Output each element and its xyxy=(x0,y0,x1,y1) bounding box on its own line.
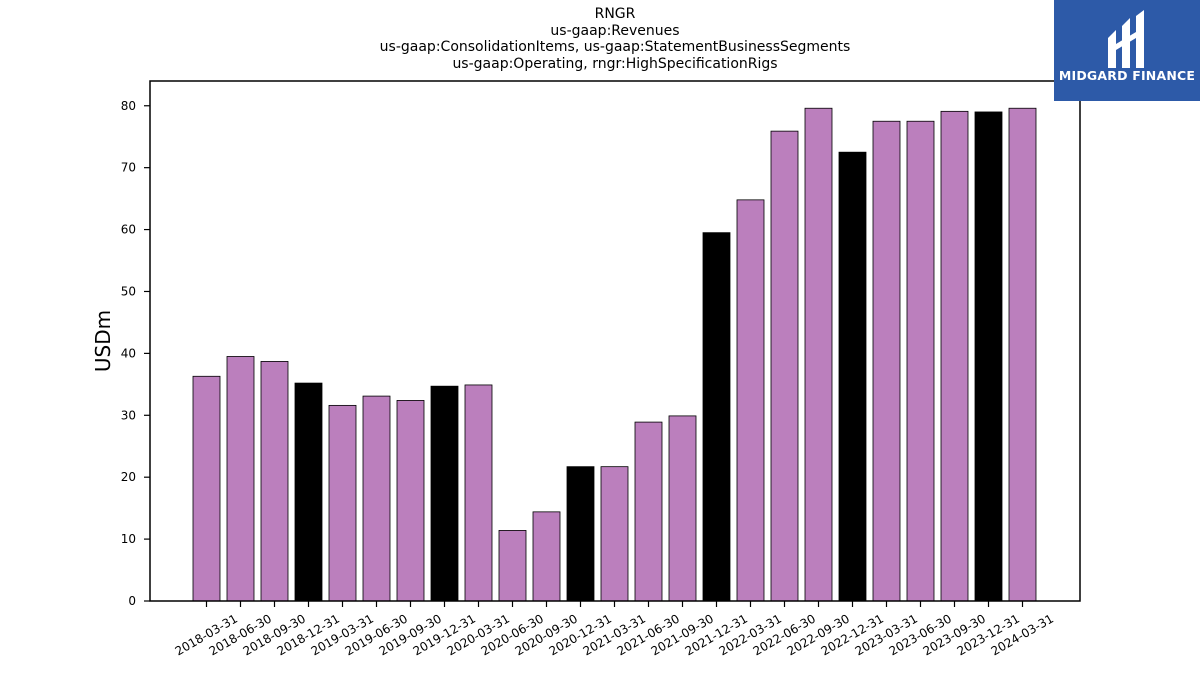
bar-2019-03-31 xyxy=(328,404,357,602)
bar-2021-12-31 xyxy=(702,232,731,602)
bar-2022-03-31 xyxy=(736,199,765,602)
midgard-finance-logo: MIDGARD FINANCE xyxy=(1054,0,1200,101)
bar-2022-09-30 xyxy=(804,107,833,602)
y-tick-label: 60 xyxy=(121,223,136,237)
title-line-3: us-gaap:ConsolidationItems, us-gaap:Stat… xyxy=(379,39,851,55)
title-line-4: us-gaap:Operating, rngr:HighSpecificatio… xyxy=(452,55,778,72)
bar-2020-03-31 xyxy=(464,384,493,602)
bar-2024-03-31 xyxy=(1008,107,1037,602)
bar-2019-06-30 xyxy=(362,395,391,602)
y-tick-label: 10 xyxy=(121,532,136,546)
title-line-2: us-gaap:Revenues xyxy=(550,22,680,39)
title-line-1: RNGR xyxy=(594,6,636,22)
y-tick-label: 70 xyxy=(121,161,136,175)
chart-title: RNGR us-gaap:Revenues us-gaap:Consolidat… xyxy=(150,6,1080,72)
logo-mark-icon xyxy=(1108,10,1144,68)
y-tick-label: 50 xyxy=(121,284,136,298)
y-tick-label: 0 xyxy=(128,594,136,608)
bar-2019-12-31 xyxy=(430,385,459,602)
bar-2021-03-31 xyxy=(600,466,629,602)
bar-2022-12-31 xyxy=(838,151,867,602)
bar-2018-03-31 xyxy=(192,375,221,602)
y-tick-label: 30 xyxy=(121,408,136,422)
bar-2022-06-30 xyxy=(770,130,799,602)
x-axis: 2018-03-312018-06-302018-09-302018-12-31… xyxy=(173,601,1056,658)
bar-2021-06-30 xyxy=(634,421,663,602)
bar-2023-06-30 xyxy=(906,120,935,602)
y-tick-label: 40 xyxy=(121,346,136,360)
bar-2021-09-30 xyxy=(668,415,697,602)
bar-2023-09-30 xyxy=(940,110,969,602)
y-axis-label: USDm xyxy=(91,310,115,372)
bars-group xyxy=(192,107,1037,602)
bar-2020-12-31 xyxy=(566,466,595,602)
bar-2020-06-30 xyxy=(498,530,527,602)
logo-text: MIDGARD FINANCE xyxy=(1058,68,1196,83)
bar-2019-09-30 xyxy=(396,400,425,602)
bar-2020-09-30 xyxy=(532,511,561,602)
y-axis: 0 10 20 30 40 50 60 70 80 xyxy=(121,99,150,608)
bar-2023-03-31 xyxy=(872,120,901,602)
bar-2018-12-31 xyxy=(294,382,323,602)
bar-2018-06-30 xyxy=(226,356,255,602)
bar-2018-09-30 xyxy=(260,361,289,602)
y-tick-label: 20 xyxy=(121,470,136,484)
y-tick-label: 80 xyxy=(121,99,136,113)
bar-2023-12-31 xyxy=(974,111,1003,602)
